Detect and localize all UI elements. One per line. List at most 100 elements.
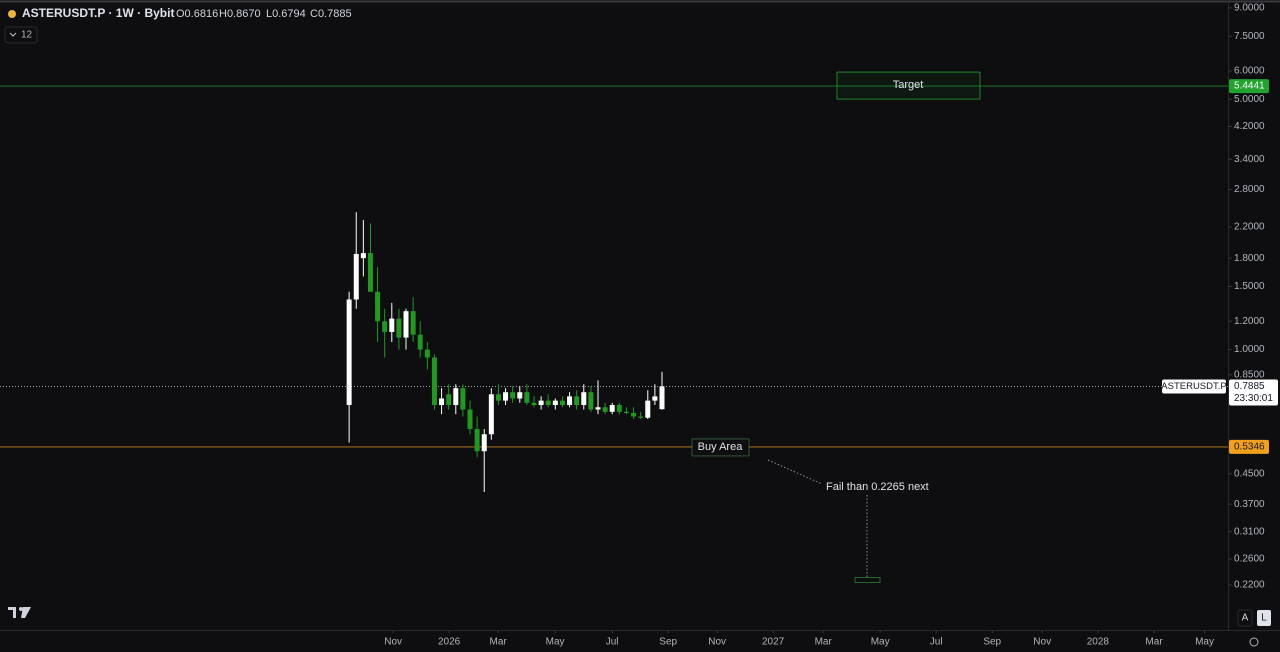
x-tick-label: May	[1195, 637, 1214, 648]
x-tick-label: 2027	[762, 637, 785, 648]
ohlc-open: O0.6816	[176, 8, 218, 20]
candle-body	[382, 321, 388, 332]
ohlc-low: L0.6794	[266, 8, 306, 20]
scale-buttons: A L	[1237, 609, 1271, 647]
candle-body	[467, 409, 473, 429]
y-tick-label: 0.3700	[1234, 499, 1265, 510]
y-tick-label: 7.5000	[1234, 31, 1265, 42]
y-tick-label: 9.0000	[1234, 3, 1265, 14]
y-tick-label: 5.0000	[1234, 94, 1265, 105]
ohlc-high: H0.8670	[219, 8, 261, 20]
symbol-badge-label: ASTERUSDT.P	[1161, 381, 1226, 392]
fail-target-box	[854, 577, 881, 583]
x-tick-label: May	[871, 637, 890, 648]
target-box	[836, 71, 981, 100]
x-tick-label: Nov	[708, 637, 726, 648]
y-tick-label: 4.2000	[1234, 121, 1265, 132]
x-tick-label: 2026	[438, 637, 461, 648]
candle-body	[375, 291, 381, 322]
fail-label: Fail than 0.2265 next	[826, 481, 929, 493]
symbol-icon	[8, 10, 16, 18]
x-tick-label: Mar	[815, 637, 833, 648]
x-tick-label: Jul	[930, 637, 943, 648]
symbol-badge	[1162, 379, 1226, 394]
last-price-badge	[1229, 379, 1278, 406]
y-tick-label: 1.2000	[1234, 316, 1265, 327]
candle-body	[346, 299, 352, 406]
candle-body	[439, 398, 445, 406]
auto-scale-button[interactable]	[1237, 609, 1253, 627]
y-tick-label: 0.8500	[1234, 369, 1265, 380]
tv-logo[interactable]	[8, 607, 31, 618]
countdown-label: 23:30:01	[1234, 393, 1273, 404]
candle-body	[517, 392, 523, 399]
ohlc-close: C0.7885	[310, 8, 352, 20]
log-scale-label: L	[1261, 613, 1267, 624]
candle-body	[531, 402, 537, 406]
buy-price-badge	[1229, 439, 1269, 454]
candle-body	[431, 357, 437, 406]
candle-body	[638, 416, 644, 418]
candle-body	[581, 392, 587, 406]
candle-body	[396, 318, 402, 338]
x-tick-label: May	[546, 637, 565, 648]
candle-body	[410, 311, 416, 335]
candle-body	[481, 434, 487, 452]
y-tick-label: 0.2600	[1234, 554, 1265, 565]
x-tick-label: Sep	[659, 637, 677, 648]
y-tick-label: 3.4000	[1234, 154, 1265, 165]
x-tick-label: Nov	[384, 637, 402, 648]
candle-body	[360, 253, 366, 259]
candle-body	[538, 400, 544, 406]
y-tick-label: 0.4500	[1234, 468, 1265, 479]
target-price-label: 5.4441	[1234, 81, 1265, 92]
candle-body	[453, 388, 459, 406]
indicator-toggle[interactable]	[4, 26, 38, 44]
buy-area-label: Buy Area	[698, 441, 744, 453]
candle-body	[574, 396, 580, 406]
last-price-label: 0.7885	[1234, 381, 1265, 392]
candle-body	[460, 388, 466, 410]
candle-body	[503, 392, 509, 401]
y-tick-label: 2.8000	[1234, 184, 1265, 195]
candle-body	[631, 412, 637, 417]
header: ASTERUSDT.P · 1W · Bybit O0.6816 H0.8670…	[4, 6, 352, 44]
candle-body	[567, 396, 573, 406]
candle-body	[652, 396, 658, 401]
x-tick-label: Mar	[1145, 637, 1163, 648]
x-tick-label: Sep	[983, 637, 1001, 648]
log-scale-button[interactable]	[1257, 610, 1271, 626]
y-tick-label: 0.2200	[1234, 580, 1265, 591]
x-tick-label: Nov	[1033, 637, 1051, 648]
logo-part	[21, 607, 31, 618]
candle-body	[545, 400, 551, 406]
x-tick-label: 2028	[1087, 637, 1110, 648]
candle-body	[488, 394, 494, 435]
candles	[346, 212, 665, 493]
candle-body	[609, 405, 615, 412]
fail-arrow	[767, 459, 868, 578]
settings-icon[interactable]	[1249, 637, 1259, 647]
candle-body	[353, 253, 359, 300]
x-tick-label: Mar	[490, 637, 508, 648]
candle-body	[602, 407, 608, 412]
buy-area-box	[691, 438, 750, 457]
buy-price-label: 0.5346	[1234, 442, 1265, 453]
symbol-title[interactable]: ASTERUSDT.P · 1W · Bybit	[22, 6, 174, 20]
y-tick-label: 0.3100	[1234, 526, 1265, 537]
target-price-badge	[1229, 79, 1269, 94]
candle-body	[595, 407, 601, 410]
candle-body	[510, 392, 516, 399]
logo-part	[8, 607, 16, 618]
y-tick-label: 1.8000	[1234, 253, 1265, 264]
candle-body	[659, 386, 665, 410]
candle-body	[403, 311, 409, 338]
candle-body	[588, 392, 594, 410]
y-tick-label: 1.0000	[1234, 344, 1265, 355]
candle-body	[367, 253, 373, 292]
candle-body	[616, 405, 622, 412]
y-tick-label: 6.0000	[1234, 66, 1265, 77]
x-tick-label: Jul	[606, 637, 619, 648]
